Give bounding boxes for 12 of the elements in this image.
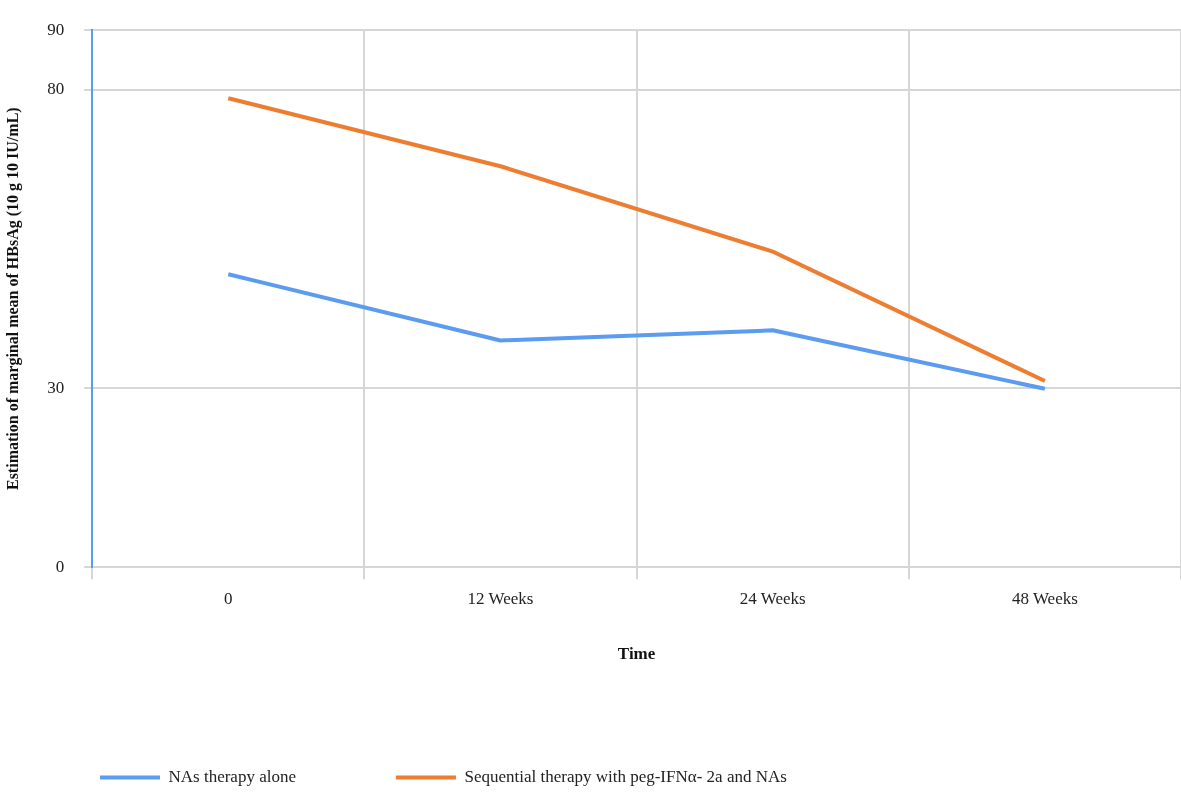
legend-label: Sequential therapy with peg-IFNα- 2a and NAs [464, 766, 787, 786]
x-tick-label: 0 [224, 588, 233, 608]
y-tick-label: 30 [47, 377, 65, 397]
y-axis-title: Estimation of marginal mean of HBsAg (10 g 10 IU/mL) [3, 107, 22, 491]
y-tick-label: 90 [47, 19, 65, 39]
x-tick-label: 48 Weeks [1011, 588, 1078, 608]
legend-label: NAs therapy alone [168, 766, 296, 786]
x-axis-title: Time [617, 644, 656, 664]
y-tick-label: 0 [55, 556, 65, 576]
x-tick-label: 12 Weeks [467, 588, 534, 608]
y-tick-label: 80 [47, 79, 65, 99]
x-tick-label: 24 Weeks [739, 588, 806, 608]
